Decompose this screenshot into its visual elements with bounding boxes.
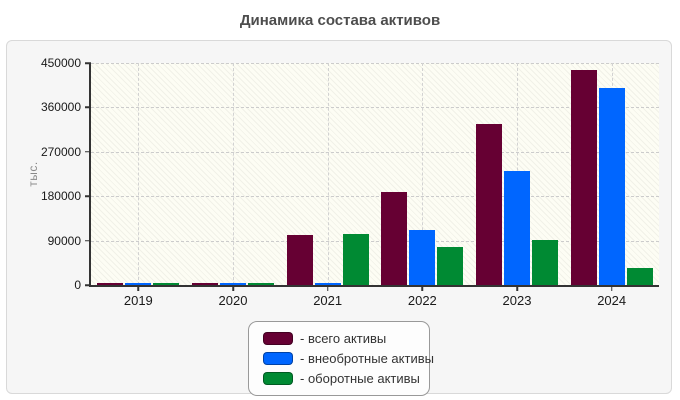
legend-swatch-icon xyxy=(263,332,293,345)
legend: - всего активы - внеобротные активы - обор… xyxy=(248,321,434,396)
y-gridline xyxy=(91,63,659,64)
y-tick-label: 360000 xyxy=(40,100,81,115)
x-gridline xyxy=(233,63,234,285)
y-axis-title: тыс. xyxy=(26,161,40,187)
bar-2021-series-1 xyxy=(314,283,341,285)
y-gridline xyxy=(91,240,659,242)
bar-2022-series-1 xyxy=(409,229,436,285)
bar-2023-series-0 xyxy=(476,124,502,285)
bar-2022-series-0 xyxy=(381,192,408,285)
legend-label: - оборотные активы xyxy=(300,371,420,386)
x-tick-label: 2022 xyxy=(407,293,437,308)
y-tick-label: 90000 xyxy=(47,233,81,248)
plot-area: 0 90000 180000 270000 360000 450000 2019 2020 20… xyxy=(41,56,659,308)
bar-2019-series-0 xyxy=(97,283,124,285)
y-tick-mark xyxy=(85,62,91,64)
x-tick-label: 2023 xyxy=(502,293,532,308)
chart-title: Динамика состава активов xyxy=(239,12,441,29)
y-tick-label: 270000 xyxy=(40,144,81,159)
y-tick-mark xyxy=(85,106,91,109)
bar-2024-series-2 xyxy=(626,268,653,285)
y-tick-mark xyxy=(85,195,91,197)
x-tick-label: 2020 xyxy=(218,293,248,308)
x-tick-mark xyxy=(326,285,329,291)
y-tick-label: 180000 xyxy=(40,189,81,204)
y-tick-label: 450000 xyxy=(40,56,81,70)
x-tick-mark xyxy=(610,285,613,291)
bar-2021-series-0 xyxy=(286,235,313,285)
x-gridline xyxy=(138,63,140,285)
bar-2021-series-2 xyxy=(342,234,369,285)
bar-2023-series-1 xyxy=(504,170,530,285)
bar-2019-series-1 xyxy=(125,283,152,285)
y-tick-label: 0 xyxy=(74,278,81,292)
y-gridline xyxy=(91,151,659,153)
legend-label: - всего активы xyxy=(300,331,387,346)
y-tick-mark xyxy=(85,284,91,286)
x-tick-label: 2021 xyxy=(313,293,343,308)
bar-2024-series-0 xyxy=(570,69,597,285)
x-tick-mark xyxy=(137,285,140,291)
y-tick-mark xyxy=(85,151,91,153)
legend-item-2: - оборотные активы xyxy=(263,371,420,386)
x-tick-mark xyxy=(421,285,424,291)
bar-2020-series-1 xyxy=(220,283,246,285)
legend-item-1: - внеобротные активы xyxy=(263,351,434,366)
y-tick-mark xyxy=(85,239,91,242)
x-tick-mark xyxy=(232,285,234,291)
legend-label: - внеобротные активы xyxy=(300,351,434,366)
x-gridline xyxy=(327,63,329,285)
x-tick-mark xyxy=(516,285,518,291)
chart-card: тыс. 0 90000 180000 270000 360000 450000 2019 2… xyxy=(6,40,672,396)
bar-2024-series-1 xyxy=(598,88,625,285)
x-tick-label: 2019 xyxy=(123,293,153,308)
legend-swatch-icon xyxy=(263,372,293,385)
bar-2020-series-0 xyxy=(192,282,218,285)
legend-item-0: - всего активы xyxy=(263,331,417,346)
legend-swatch-icon xyxy=(263,352,293,365)
bar-2019-series-2 xyxy=(153,283,180,285)
x-tick-label: 2024 xyxy=(597,293,627,308)
x-gridline xyxy=(422,63,424,285)
y-gridline xyxy=(91,107,659,109)
bar-2022-series-2 xyxy=(437,247,464,285)
bar-2020-series-2 xyxy=(248,283,274,285)
y-gridline xyxy=(91,196,659,198)
bar-2023-series-2 xyxy=(532,240,558,285)
